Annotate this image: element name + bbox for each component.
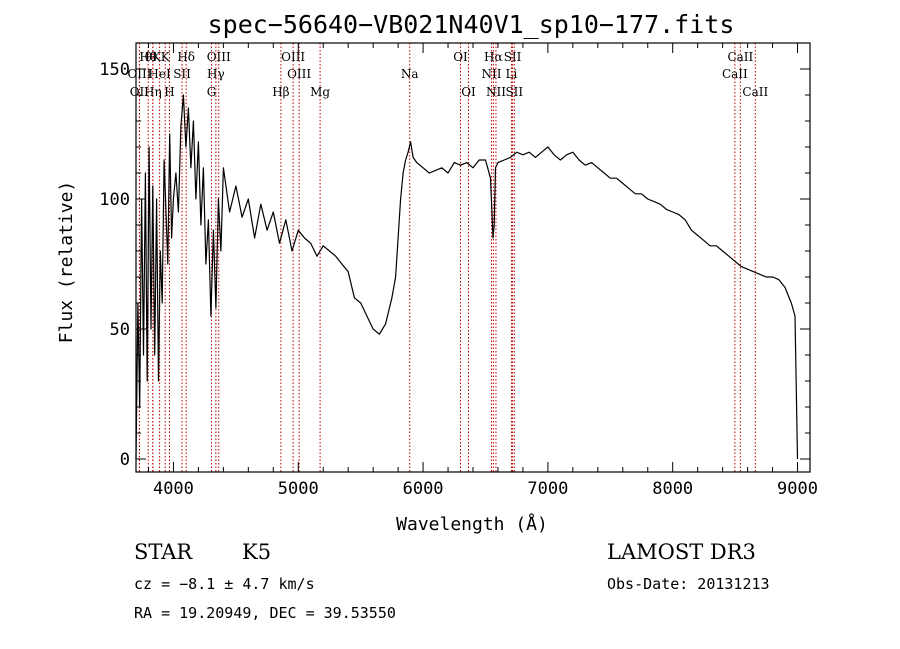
spectral-line-label: Na (401, 67, 419, 81)
y-tick-label: 50 (110, 320, 130, 340)
y-axis-ticks: 0 50 100 150 (99, 60, 810, 470)
spectral-line-label: OII (130, 85, 150, 99)
spectral-line-label: CaII (727, 50, 753, 64)
object-class: STAR (134, 540, 193, 564)
spectral-line-label: SII (173, 67, 191, 81)
spectral-line-label: OI (453, 50, 468, 64)
spectral-line-label: Hδ (177, 50, 195, 64)
x-tick-label: 7000 (527, 479, 568, 499)
spectral-line-label: θK (145, 50, 162, 64)
spectral-line-label: SII (505, 85, 523, 99)
y-tick-label: 150 (99, 60, 130, 80)
x-tick-label: 9000 (777, 479, 818, 499)
survey-name: LAMOST DR3 (607, 540, 756, 564)
observation-date: Obs-Date: 20131213 (607, 575, 770, 593)
y-tick-label: 100 (99, 190, 130, 210)
spectral-line-label: Hβ (272, 85, 289, 99)
spectral-line-label: OIII (287, 67, 311, 81)
spectral-line-markers (138, 43, 756, 472)
redshift-cz: cz = −8.1 ± 4.7 km/s (134, 575, 315, 593)
spectral-line-label: Hγ (207, 67, 225, 81)
x-tick-label: 4000 (153, 479, 194, 499)
spectral-line-label: CaII (742, 85, 768, 99)
spectral-line-label: OIII (207, 50, 231, 64)
x-axis-ticks: 4000 5000 6000 7000 8000 9000 (147, 43, 818, 499)
chart-title: spec−56640−VB021N40V1_sp10−177.fits (208, 10, 735, 39)
spectral-line-label: K (161, 50, 171, 64)
plot-frame (135, 42, 811, 473)
spectral-line-label: OIII (127, 67, 151, 81)
spectral-line-label: G (207, 85, 217, 99)
x-tick-label: 8000 (652, 479, 693, 499)
x-axis-label: Wavelength (Å) (396, 513, 548, 535)
y-tick-label: 0 (120, 450, 130, 470)
y-axis-label: Flux (relative) (56, 181, 77, 344)
spectral-line-label: Hα (484, 50, 503, 64)
spectral-line-label: HeI (148, 67, 171, 81)
object-subclass: K5 (242, 540, 272, 564)
spectral-line-label: SII (504, 50, 522, 64)
coordinates: RA = 19.20949, DEC = 39.53550 (134, 604, 396, 622)
x-tick-label: 5000 (278, 479, 319, 499)
spectral-line-label: OIII (281, 50, 305, 64)
spectral-line-label: H (164, 85, 174, 99)
spectral-line-label: NII (486, 85, 506, 99)
spectral-line-label: NII (481, 67, 501, 81)
spectral-line-label: Li (506, 67, 518, 81)
spectral-line-label: Hθ (139, 50, 157, 64)
spectral-line-label: Mg (310, 85, 330, 99)
spectral-line-label: Hη (144, 85, 162, 99)
spectral-line-label: CaII (722, 67, 748, 81)
spectral-line-label: OI (461, 85, 476, 99)
flux-series-line (135, 94, 799, 460)
x-tick-label: 6000 (403, 479, 444, 499)
